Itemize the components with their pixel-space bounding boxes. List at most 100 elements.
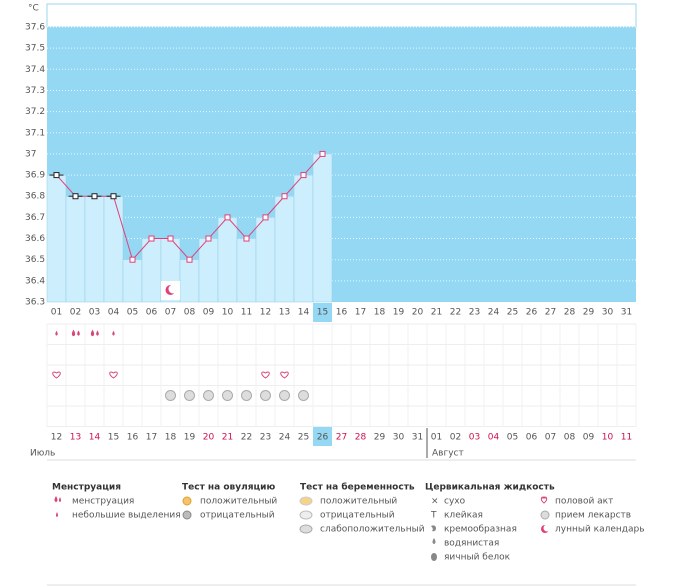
date-label: 29 bbox=[374, 433, 386, 443]
day-label: 09 bbox=[203, 308, 215, 318]
date-label: 26 bbox=[317, 433, 329, 443]
icon bbox=[540, 496, 548, 504]
date-label: 28 bbox=[355, 433, 367, 443]
legend-item: менструация bbox=[72, 497, 134, 507]
day-label: 30 bbox=[602, 308, 614, 318]
spotting-icon bbox=[55, 330, 58, 336]
legend-item: кремообразная bbox=[444, 525, 517, 535]
day-label: 23 bbox=[469, 308, 480, 318]
legend-title: Цервикальная жидкость bbox=[425, 483, 555, 493]
temperature-point bbox=[243, 235, 250, 242]
legend-item: слабоположительный bbox=[320, 525, 425, 535]
legend-item: половой акт bbox=[555, 497, 613, 507]
date-label: 11 bbox=[621, 433, 632, 443]
date-label: 04 bbox=[488, 433, 500, 443]
date-label: 21 bbox=[222, 433, 233, 443]
day-label: 15 bbox=[317, 308, 328, 318]
legend-item: сухо bbox=[444, 497, 466, 507]
day-label: 21 bbox=[431, 308, 442, 318]
legend-item: клейкая bbox=[444, 511, 483, 521]
legend-title: Тест на беременность bbox=[300, 482, 415, 493]
medication-icon bbox=[184, 390, 195, 401]
icon bbox=[540, 510, 550, 520]
day-label: 26 bbox=[526, 308, 538, 318]
date-label: 09 bbox=[583, 433, 595, 443]
menstruation-icon bbox=[90, 329, 99, 337]
day-label: 24 bbox=[488, 308, 500, 318]
legend-item: яичный белок bbox=[444, 553, 511, 563]
day-label: 02 bbox=[70, 308, 81, 318]
temperature-point bbox=[167, 235, 174, 242]
y-tick-label: 36.5 bbox=[25, 255, 45, 265]
date-label: 02 bbox=[450, 433, 461, 443]
day-label: 18 bbox=[374, 308, 386, 318]
legend-item: отрицательный bbox=[320, 511, 395, 521]
day-label: 12 bbox=[260, 308, 271, 318]
month-label: Июль bbox=[30, 449, 55, 459]
day-label: 03 bbox=[89, 308, 100, 318]
date-label: 03 bbox=[469, 433, 480, 443]
icon bbox=[182, 496, 192, 506]
day-label: 14 bbox=[298, 308, 310, 318]
icon: T bbox=[430, 511, 437, 521]
legend-title: Тест на овуляцию bbox=[182, 483, 275, 493]
unit-label: °C bbox=[28, 4, 39, 14]
date-label: 06 bbox=[526, 433, 538, 443]
temperature-point bbox=[262, 214, 269, 221]
temperature-point bbox=[281, 193, 288, 200]
temperature-point bbox=[53, 172, 60, 179]
spotting-icon bbox=[112, 330, 115, 336]
date-label: 17 bbox=[146, 433, 157, 443]
y-tick-label: 36.8 bbox=[25, 192, 45, 202]
medication-icon bbox=[222, 390, 233, 401]
intercourse-icon bbox=[52, 371, 61, 379]
date-label: 16 bbox=[127, 433, 139, 443]
temperature-bar bbox=[65, 195, 86, 303]
date-label: 27 bbox=[336, 433, 347, 443]
current-date-box bbox=[313, 427, 332, 446]
temperature-bar bbox=[141, 238, 162, 303]
icon bbox=[431, 553, 437, 561]
icon bbox=[543, 524, 551, 532]
day-label: 11 bbox=[241, 308, 252, 318]
y-tick-label: 37.1 bbox=[25, 128, 45, 138]
day-label: 04 bbox=[108, 308, 120, 318]
medication-icon bbox=[203, 390, 214, 401]
y-tick-label: 37.5 bbox=[25, 44, 45, 54]
temperature-bar bbox=[217, 217, 238, 303]
date-label: 30 bbox=[393, 433, 405, 443]
y-tick-label: 36.6 bbox=[25, 234, 45, 244]
day-label: 25 bbox=[507, 308, 518, 318]
icon bbox=[299, 496, 313, 506]
date-label: 19 bbox=[184, 433, 196, 443]
temperature-bar bbox=[84, 195, 105, 303]
y-tick-label: 36.7 bbox=[25, 213, 45, 223]
legend-item: водянистая bbox=[444, 539, 499, 549]
day-label: 06 bbox=[146, 308, 158, 318]
date-label: 23 bbox=[260, 433, 271, 443]
temperature-point bbox=[186, 256, 193, 263]
date-label: 13 bbox=[70, 433, 81, 443]
temperature-point bbox=[129, 256, 136, 263]
date-label: 10 bbox=[602, 433, 614, 443]
y-tick-label: 37.3 bbox=[25, 86, 45, 96]
day-label: 05 bbox=[127, 308, 138, 318]
date-label: 24 bbox=[279, 433, 291, 443]
chart-top-strip bbox=[46, 3, 637, 28]
medication-icon bbox=[298, 390, 309, 401]
icon bbox=[54, 496, 61, 502]
date-label: 08 bbox=[564, 433, 576, 443]
date-label: 18 bbox=[165, 433, 177, 443]
menstruation-icon bbox=[71, 329, 80, 337]
y-tick-label: 37.6 bbox=[25, 23, 45, 33]
temperature-bar bbox=[103, 195, 124, 303]
temperature-point bbox=[91, 193, 98, 200]
icon bbox=[432, 538, 436, 544]
intercourse-icon bbox=[280, 371, 289, 379]
date-label: 12 bbox=[51, 433, 62, 443]
temperature-point bbox=[72, 193, 79, 200]
day-label: 22 bbox=[450, 308, 461, 318]
intercourse-icon bbox=[109, 371, 118, 379]
day-label: 07 bbox=[165, 308, 176, 318]
